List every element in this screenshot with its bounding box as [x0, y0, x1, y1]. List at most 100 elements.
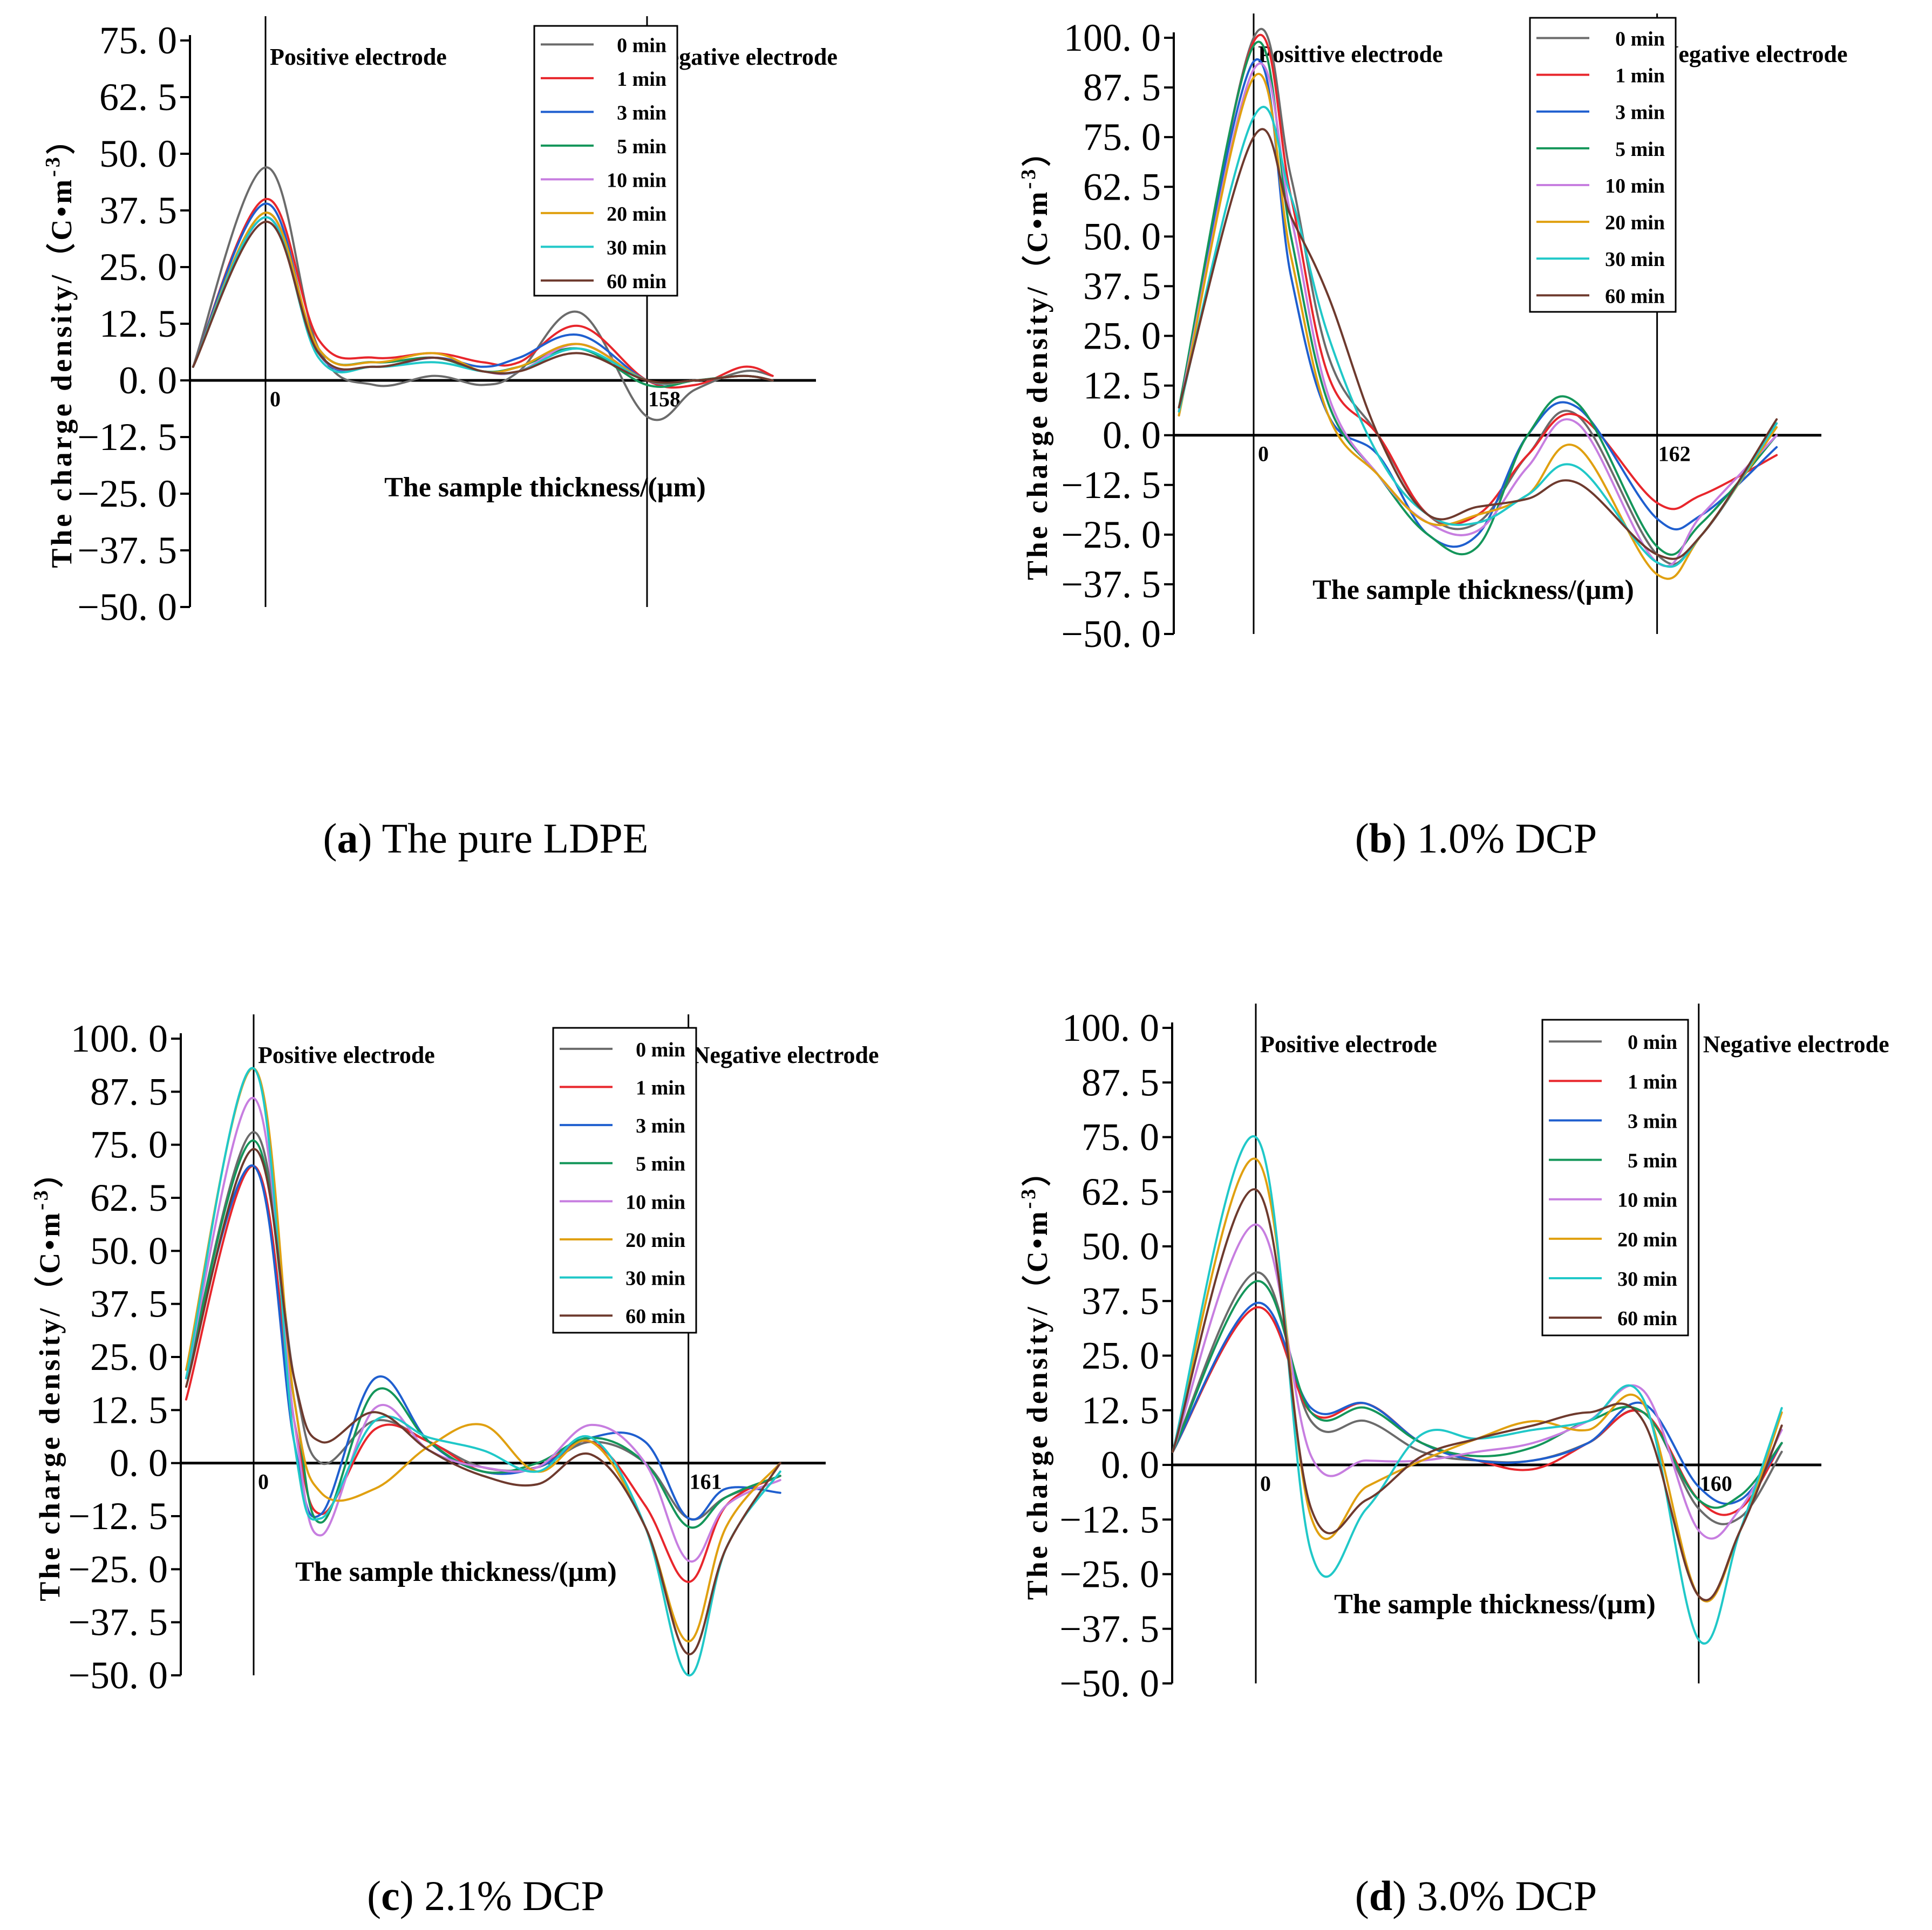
y-tick-label: 62. 5 — [1081, 1170, 1159, 1213]
y-tick-label: 100. 0 — [1064, 16, 1161, 59]
x-origin-label: 0 — [270, 387, 281, 411]
y-axis-title-main: The charge density/（C•m — [33, 1210, 66, 1601]
legend-label: 0 min — [1628, 1031, 1677, 1054]
y-tick-label: −25. 0 — [68, 1547, 168, 1591]
y-tick-label: 75. 0 — [99, 19, 177, 62]
y-axis-title-main: The charge density/（C•m — [1021, 1209, 1053, 1600]
legend-label: 1 min — [1615, 65, 1665, 87]
legend-label: 3 min — [1615, 101, 1665, 124]
caption-letter: a — [337, 815, 358, 862]
series-line-10-min — [192, 216, 774, 385]
negative-electrode-label: Negative electrode — [1703, 1031, 1889, 1058]
series-line-30-min — [1172, 1135, 1783, 1645]
y-tick-label: 37. 5 — [90, 1283, 168, 1326]
series-line-30-min — [1178, 106, 1778, 568]
legend: 0 min 1 min 3 min 5 min 10 min 20 min 30 min 60… — [533, 25, 678, 297]
y-axis-title: The charge density/（C•m-3） — [42, 122, 78, 568]
caption-text: 3.0% DCP — [1417, 1872, 1597, 1919]
y-tick-label: −50. 0 — [77, 585, 177, 629]
series-line-5-min — [1172, 1280, 1783, 1509]
y-tick-label: −37. 5 — [68, 1601, 168, 1644]
legend-label: 30 min — [625, 1267, 685, 1290]
panel-a-pure-ldpe: 75. 0 62. 5 50. 0 37. 5 25. 0 12. 5 0. 0 −12. 5… — [42, 16, 838, 862]
x-axis-title: The sample thickness/(μm) — [1312, 575, 1634, 605]
series-line-60-min — [1178, 128, 1778, 560]
x-axis-title: The sample thickness/(μm) — [384, 472, 706, 503]
series-line-10-min — [1178, 62, 1778, 568]
legend-label: 20 min — [607, 203, 666, 226]
caption-open-paren: ( — [367, 1872, 381, 1919]
y-tick-label: −25. 0 — [77, 472, 177, 515]
y-tick-label: 75. 0 — [1081, 1116, 1159, 1159]
series-line-60-min — [192, 220, 774, 384]
legend-label: 60 min — [1617, 1307, 1677, 1330]
y-axis-title-exponent: -3 — [30, 1188, 52, 1210]
legend-label: 3 min — [636, 1115, 685, 1137]
y-tick-label: 87. 5 — [1083, 66, 1161, 109]
y-tick-label: 62. 5 — [1083, 165, 1161, 208]
legend-label: 10 min — [625, 1191, 685, 1213]
legend-label: 5 min — [1615, 138, 1665, 161]
panel-c-2-1-dcp: 100. 0 87. 5 75. 0 62. 5 50. 0 37. 5 25. 0 12. … — [30, 1014, 879, 1919]
y-tick-label: 100. 0 — [1062, 1006, 1159, 1049]
y-tick-label: 62. 5 — [99, 76, 177, 119]
panel-b-1-0-dcp: 100. 0 87. 5 75. 0 62. 5 50. 0 37. 5 25. 0 12. … — [1017, 13, 1848, 862]
legend-label: 30 min — [1617, 1268, 1677, 1291]
y-tick-label: 50. 0 — [99, 132, 177, 175]
legend-label: 60 min — [1605, 285, 1665, 308]
legend-label: 3 min — [617, 101, 666, 124]
y-axis-title-exponent: -3 — [1017, 167, 1040, 189]
legend-label: 10 min — [1605, 175, 1665, 197]
y-tick-label: 87. 5 — [1081, 1061, 1159, 1104]
y-tick-label: 75. 0 — [1083, 115, 1161, 159]
y-tick-label: 87. 5 — [90, 1070, 168, 1113]
legend-label: 10 min — [1617, 1189, 1677, 1212]
y-tick-label: −12. 5 — [68, 1495, 168, 1538]
y-axis-title: The charge density/（C•m-3） — [1017, 1155, 1053, 1600]
y-axis-title: The charge density/（C•m-3） — [30, 1156, 66, 1601]
y-tick-label: 37. 5 — [99, 189, 177, 232]
y-tick-label: 12. 5 — [1083, 364, 1161, 407]
legend-label: 20 min — [1617, 1229, 1677, 1251]
legend-label: 0 min — [617, 34, 666, 57]
legend: 0 min 1 min 3 min 5 min 10 min 20 min 30 min 60… — [552, 1027, 697, 1334]
series-line-3-min — [1172, 1301, 1783, 1505]
positive-electrode-label: Posittive electrode — [1258, 41, 1443, 67]
y-axis-title-close: ） — [1021, 135, 1053, 167]
series-line-1-min — [1178, 33, 1778, 526]
y-axis-title-exponent: -3 — [1017, 1186, 1040, 1209]
legend-box — [1541, 1019, 1689, 1336]
legend-label: 30 min — [1605, 248, 1665, 271]
panel-d-3-0-dcp: 100. 0 87. 5 75. 0 62. 5 50. 0 37. 5 25. 0 12. … — [1017, 1004, 1889, 1919]
negative-electrode-label: Negative electrode — [693, 1042, 879, 1068]
legend-box — [533, 25, 678, 297]
thickness-label: 162 — [1658, 442, 1691, 466]
y-tick-label: 0. 0 — [1103, 414, 1161, 457]
caption-text: The pure LDPE — [382, 815, 649, 862]
panel-caption: (b) 1.0% DCP — [1355, 815, 1597, 862]
y-tick-label: −50. 0 — [1059, 1662, 1159, 1705]
legend-label: 10 min — [607, 169, 666, 192]
panel-caption: (c) 2.1% DCP — [367, 1872, 604, 1919]
y-axis-title-close: ） — [1021, 1155, 1053, 1186]
y-tick-label: 37. 5 — [1081, 1279, 1159, 1322]
y-tick-label: 50. 0 — [90, 1229, 168, 1272]
caption-letter: b — [1369, 815, 1392, 862]
y-axis-title-main: The charge density/（C•m — [45, 177, 78, 568]
y-tick-label: 50. 0 — [1083, 215, 1161, 258]
y-tick-label: 12. 5 — [1081, 1389, 1159, 1432]
series-line-20-min — [185, 1067, 781, 1643]
y-tick-label: 100. 0 — [71, 1017, 168, 1060]
series-line-20-min — [1178, 72, 1778, 580]
caption-text: 2.1% DCP — [424, 1872, 604, 1919]
caption-letter: d — [1369, 1872, 1392, 1919]
legend-label: 3 min — [1628, 1110, 1677, 1133]
y-tick-label: 25. 0 — [99, 245, 177, 289]
x-origin-label: 0 — [258, 1470, 269, 1494]
y-tick-label: 0. 0 — [1101, 1443, 1159, 1486]
legend-label: 5 min — [617, 135, 666, 158]
y-tick-label: −25. 0 — [1061, 513, 1161, 556]
series-line-60-min — [185, 1148, 781, 1655]
caption-open-paren: ( — [1355, 1872, 1369, 1919]
panel-caption: (d) 3.0% DCP — [1355, 1872, 1597, 1919]
